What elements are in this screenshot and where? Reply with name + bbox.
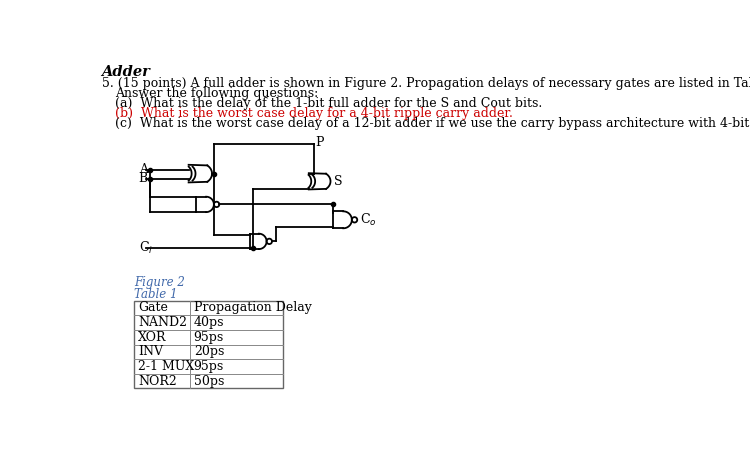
Text: Answer the following questions:: Answer the following questions:: [116, 87, 319, 100]
Text: A: A: [139, 163, 148, 176]
Text: INV: INV: [138, 345, 163, 359]
Text: Propagation Delay: Propagation Delay: [194, 301, 311, 314]
Text: 50ps: 50ps: [194, 375, 224, 388]
Text: (c)  What is the worst case delay of a 12-bit adder if we use the carry bypass a: (c) What is the worst case delay of a 12…: [116, 117, 750, 130]
Text: P: P: [316, 135, 324, 148]
Text: 5. (15 points) A full adder is shown in Figure 2. Propagation delays of necessar: 5. (15 points) A full adder is shown in …: [101, 77, 750, 90]
Text: C$_o$: C$_o$: [360, 212, 377, 228]
Bar: [134, 301, 283, 388]
Text: (b)  What is the worst case delay for a 4-bit ripple carry adder.: (b) What is the worst case delay for a 4…: [116, 107, 513, 120]
Text: 2-1 MUX: 2-1 MUX: [138, 360, 194, 373]
Text: Adder: Adder: [101, 65, 150, 79]
Text: B: B: [139, 173, 148, 186]
Text: NAND2: NAND2: [138, 316, 187, 329]
Text: S: S: [334, 175, 342, 188]
Text: NOR2: NOR2: [138, 375, 177, 388]
Text: XOR: XOR: [138, 331, 166, 344]
Text: Figure 2: Figure 2: [134, 276, 185, 289]
Text: 20ps: 20ps: [194, 345, 224, 359]
Text: (a)  What is the delay of the 1-bit full adder for the S and Cout bits.: (a) What is the delay of the 1-bit full …: [116, 97, 543, 110]
Text: Gate: Gate: [138, 301, 168, 314]
Text: C$_i$: C$_i$: [139, 240, 153, 256]
Text: 40ps: 40ps: [194, 316, 224, 329]
Text: Table 1: Table 1: [134, 288, 178, 301]
Text: 95ps: 95ps: [194, 331, 224, 344]
Text: 95ps: 95ps: [194, 360, 224, 373]
